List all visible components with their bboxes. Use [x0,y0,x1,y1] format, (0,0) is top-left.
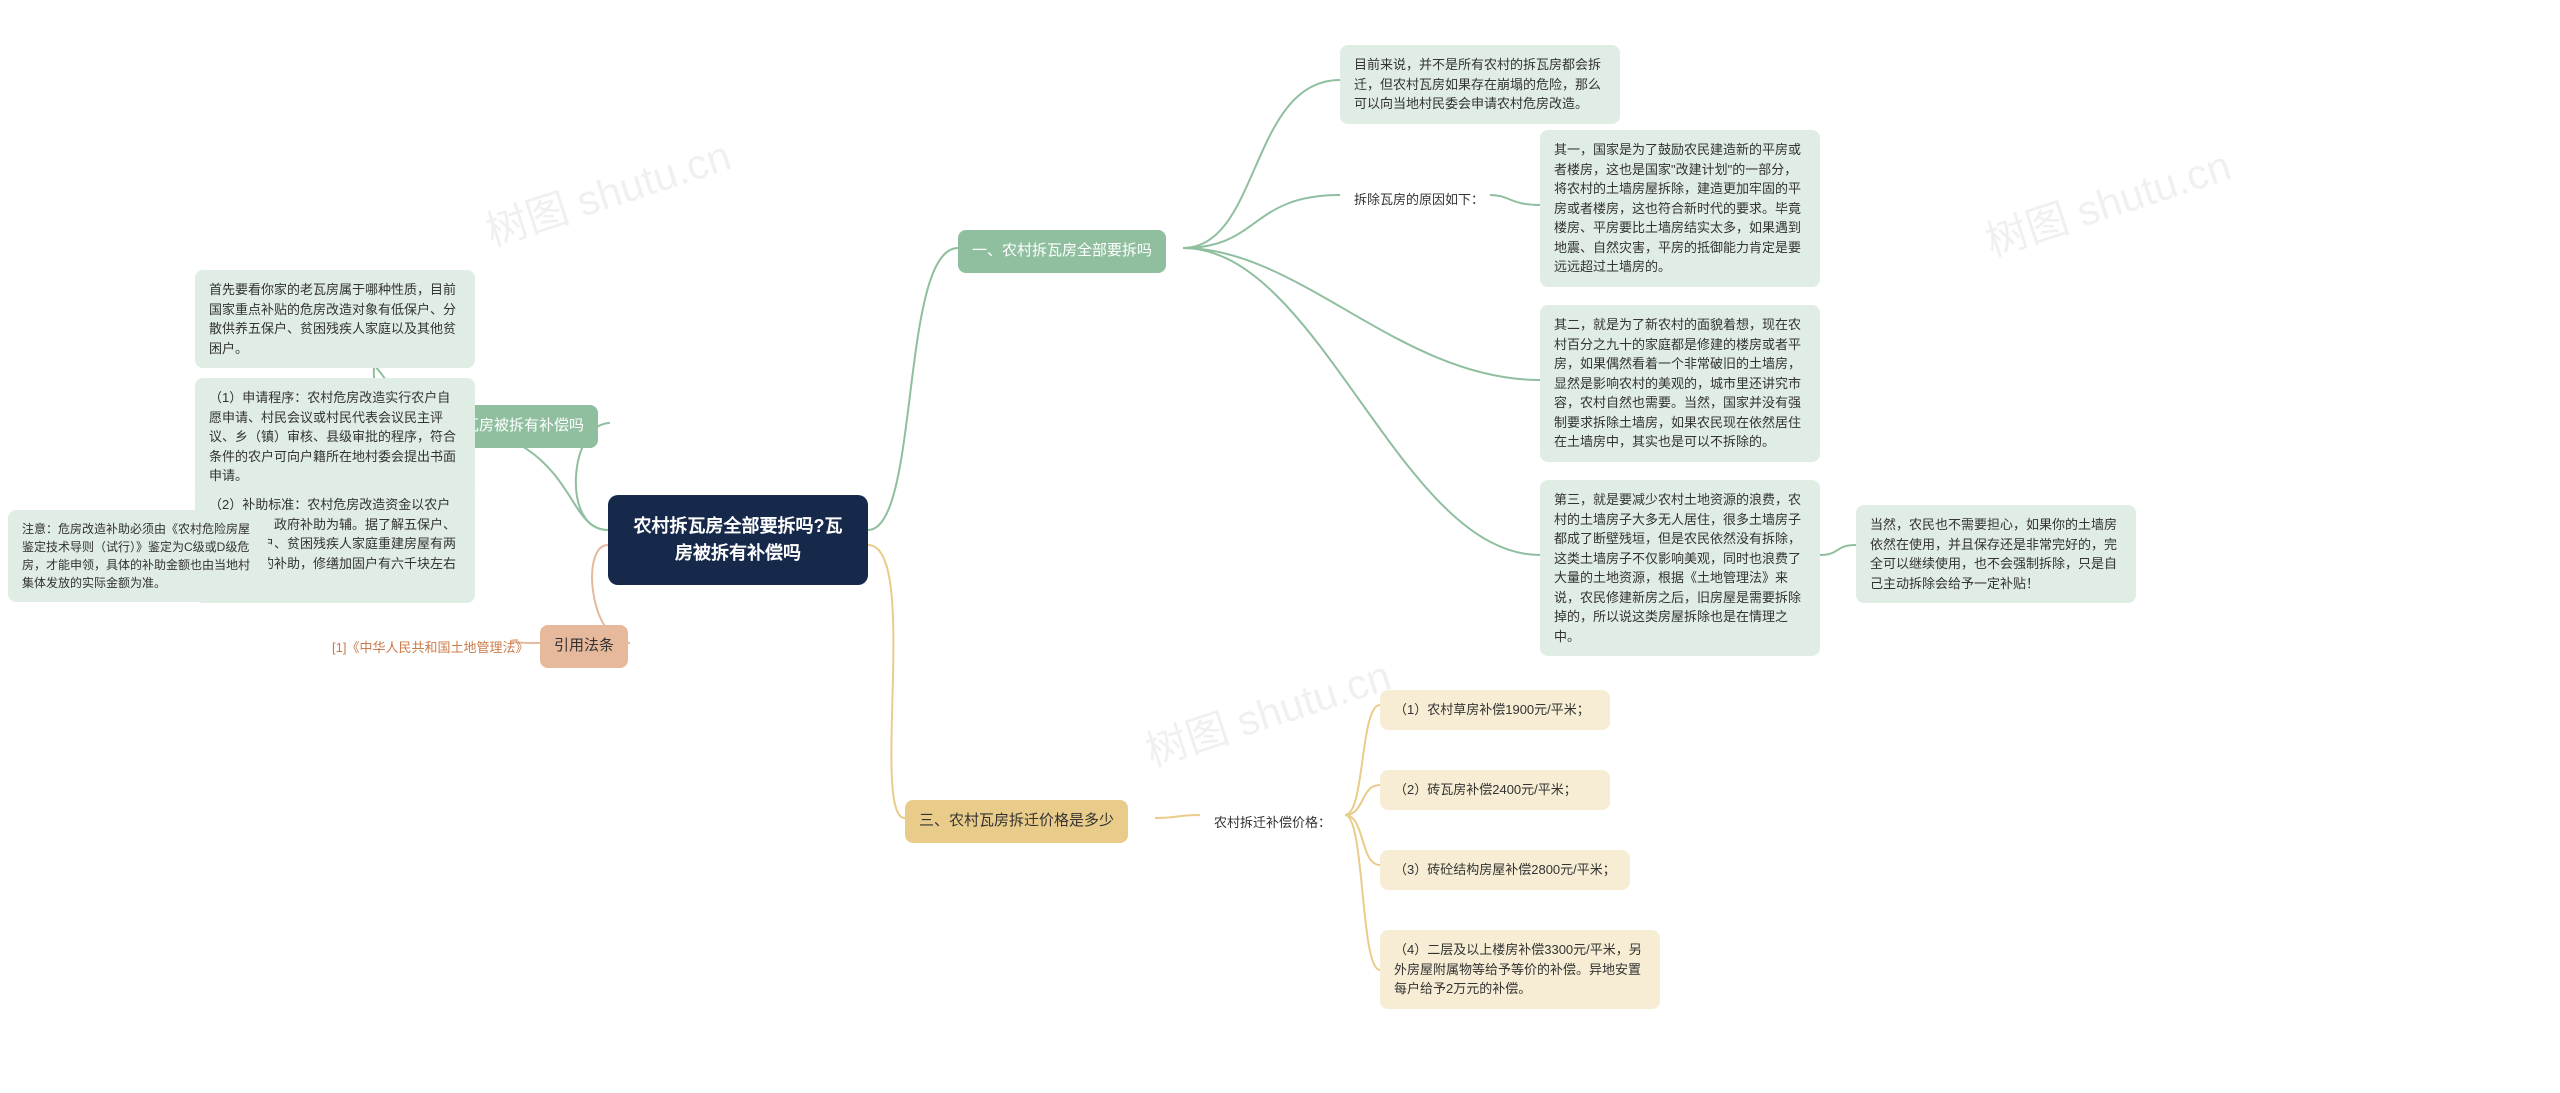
branch-3: 三、农村瓦房拆迁价格是多少 [905,800,1128,843]
branch-2-leaf-2: （1）申请程序：农村危房改造实行农户自愿申请、村民会议或村民代表会议民主评议、乡… [195,378,475,496]
branch-2-leaf-1: 首先要看你家的老瓦房属于哪种性质，目前国家重点补贴的危房改造对象有低保户、分散供… [195,270,475,368]
branch-2-leaf-4: 注意：危房改造补助必须由《农村危险房屋鉴定技术导则（试行）》鉴定为C级或D级危房… [8,510,268,602]
branch-3-leaf-4: （4）二层及以上楼房补偿3300元/平米，另外房屋附属物等给予等价的补偿。异地安… [1380,930,1660,1009]
watermark-3: 树图 shutu.cn [1137,642,1398,779]
branch-3-leaf-1: （1）农村草房补偿1900元/平米； [1380,690,1610,730]
center-node: 农村拆瓦房全部要拆吗?瓦 房被拆有补偿吗 [608,495,868,585]
branch-cite: 引用法条 [540,625,628,668]
branch-3-leaf-3: （3）砖砼结构房屋补偿2800元/平米； [1380,850,1630,890]
branch-1-sub: 拆除瓦房的原因如下： [1340,180,1498,220]
branch-1-leaf-1: 目前来说，并不是所有农村的拆瓦房都会拆迁，但农村瓦房如果存在崩塌的危险，那么可以… [1340,45,1620,124]
watermark-2: 树图 shutu.cn [1977,132,2238,269]
cite-item: [1]《中华人民共和国土地管理法》 [318,628,542,668]
branch-1-leaf-2: 其一，国家是为了鼓励农民建造新的平房或者楼房，这也是国家"改建计划"的一部分，将… [1540,130,1820,287]
branch-1-leaf-5: 当然，农民也不需要担心，如果你的土墙房依然在使用，并且保存还是非常完好的，完全可… [1856,505,2136,603]
watermark-1: 树图 shutu.cn [477,122,738,259]
branch-1-leaf-4: 第三，就是要减少农村土地资源的浪费，农村的土墙房子大多无人居住，很多土墙房子都成… [1540,480,1820,656]
branch-1: 一、农村拆瓦房全部要拆吗 [958,230,1166,273]
branch-1-leaf-3: 其二，就是为了新农村的面貌着想，现在农村百分之九十的家庭都是修建的楼房或者平房，… [1540,305,1820,462]
branch-3-leaf-2: （2）砖瓦房补偿2400元/平米； [1380,770,1610,810]
branch-3-sub: 农村拆迁补偿价格： [1200,803,1345,843]
